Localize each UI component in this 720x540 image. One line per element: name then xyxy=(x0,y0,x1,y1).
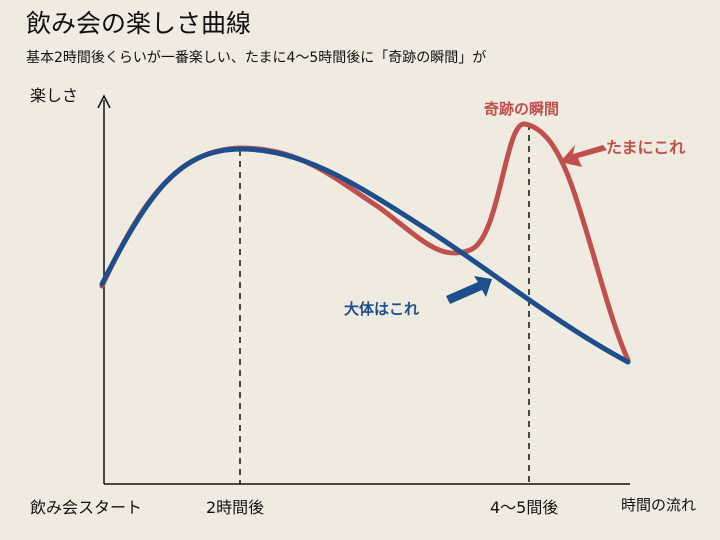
blue-curve xyxy=(99,146,631,365)
page-title: 飲み会の楽しさ曲線 xyxy=(26,9,252,38)
page-subtitle: 基本2時間後くらいが一番楽しい、たまに4〜5時間後に「奇跡の瞬間」が xyxy=(26,50,487,66)
blue-arrow xyxy=(446,276,492,304)
axes xyxy=(97,94,630,485)
tick-label-4-5h: 4〜5間後 xyxy=(490,498,559,517)
y-axis-label: 楽しさ xyxy=(30,86,79,105)
x-axis-label: 時間の流れ xyxy=(620,496,696,514)
blue-curve-label: 大体はこれ xyxy=(344,300,420,318)
tick-label-2h: 2時間後 xyxy=(206,498,265,517)
red-curve-label: たまにこれ xyxy=(606,138,686,157)
miracle-moment-label: 奇跡の瞬間 xyxy=(484,100,560,118)
red-curve xyxy=(99,121,631,363)
tick-label-start: 飲み会スタート xyxy=(30,498,143,517)
y-axis-arrowhead xyxy=(97,94,111,109)
red-arrow xyxy=(560,145,607,167)
